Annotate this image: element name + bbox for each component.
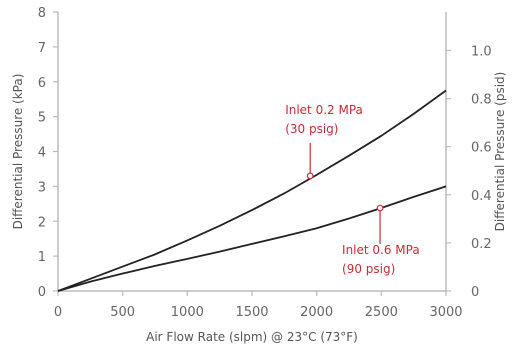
y-tick-label: 2	[38, 215, 46, 230]
y-tick-label: 8	[38, 6, 46, 21]
y-tick-label: 1	[38, 250, 46, 265]
x-tick-label: 3000	[429, 305, 462, 320]
x-tick-label: 0	[54, 305, 62, 320]
y-axis-title: Differential Pressure (kPa)	[11, 74, 25, 230]
annotation-marker	[377, 205, 383, 211]
series-line-1	[58, 90, 446, 291]
x-tick-label: 2500	[365, 305, 398, 320]
y2-tick-label: 0	[471, 285, 479, 300]
y2-tick-label: 0.6	[471, 141, 492, 156]
y-tick-label: 6	[38, 76, 46, 91]
x-tick-label: 1500	[235, 305, 268, 320]
y-tick-label: 0	[38, 285, 46, 300]
y-tick-label: 7	[38, 41, 46, 56]
y2-tick-label: 0.8	[471, 93, 492, 108]
series-layer	[58, 90, 446, 291]
y2-tick-label: 0.4	[471, 189, 492, 204]
x-tick-label: 1000	[171, 305, 204, 320]
y-tick-label: 3	[38, 180, 46, 195]
annotation-marker	[307, 173, 313, 179]
annotation-label-2-line1: Inlet 0.6 MPa	[342, 243, 420, 257]
annotation-label-1-line2: (30 psig)	[285, 122, 338, 136]
annotations: Inlet 0.2 MPa (30 psig) Inlet 0.6 MPa (9…	[285, 103, 420, 276]
annotation-label-1-line1: Inlet 0.2 MPa	[285, 103, 363, 117]
y2-axis-title: Differential Pressure (psid)	[493, 72, 507, 232]
x-tick-label: 2000	[300, 305, 333, 320]
y-tick-label: 4	[38, 146, 46, 161]
annotation-label-2-line2: (90 psig)	[342, 262, 395, 276]
x-axis-title: Air Flow Rate (slpm) @ 23°C (73°F)	[146, 330, 358, 344]
y2-tick-label: 0.2	[471, 237, 492, 252]
x-tick-label: 500	[110, 305, 135, 320]
y-tick-label: 5	[38, 111, 46, 126]
y2-tick-label: 1.0	[471, 44, 492, 59]
